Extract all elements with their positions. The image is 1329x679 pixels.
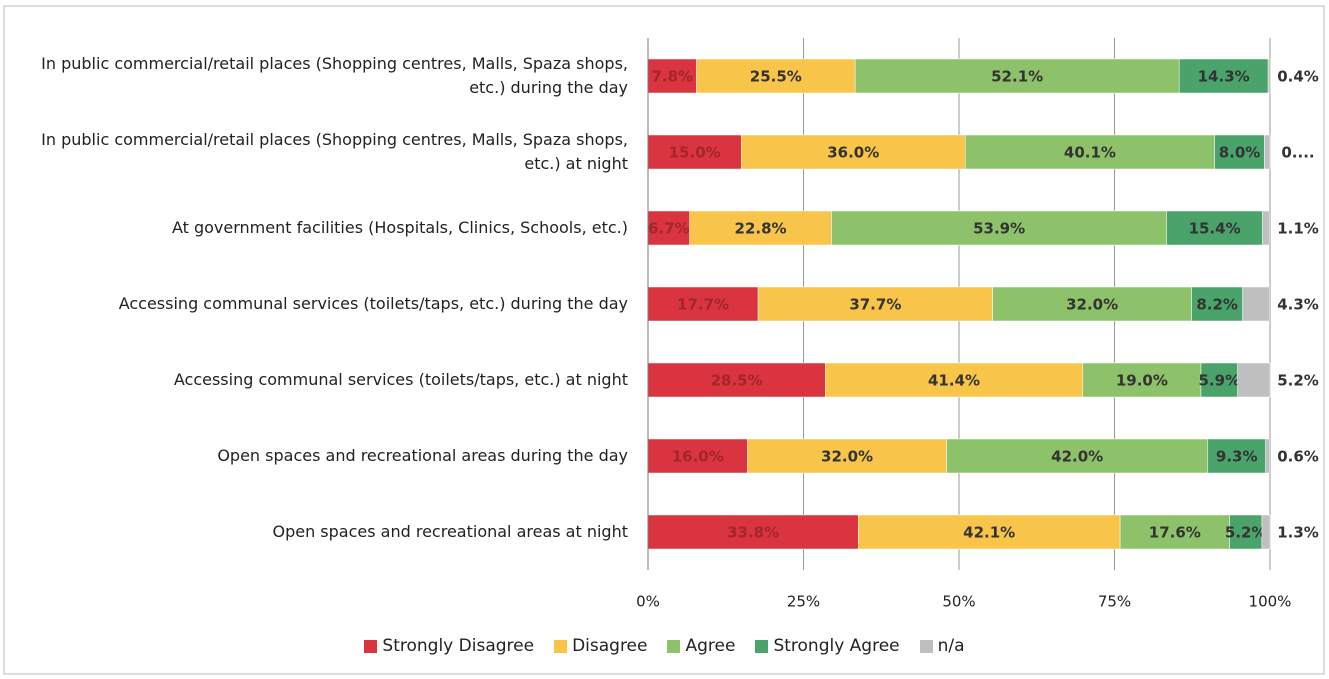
data-label: 8.0%: [1219, 144, 1261, 162]
data-label: 19.0%: [1116, 372, 1168, 390]
legend-label: Strongly Disagree: [382, 636, 535, 656]
data-label: 16.0%: [672, 448, 724, 466]
legend-item: Strongly Agree: [755, 636, 900, 656]
data-label: 9.3%: [1216, 448, 1258, 466]
category-label: Accessing communal services (toilets/tap…: [118, 294, 628, 313]
bar-segment: [946, 438, 1209, 474]
legend-swatch: [919, 639, 933, 653]
bar-segment: [647, 210, 690, 246]
bar-segment: [1178, 58, 1269, 94]
bar-segment: [647, 58, 697, 94]
bar-segment: [1262, 210, 1270, 246]
legend-item: Strongly Disagree: [364, 636, 534, 656]
bar-segment: [696, 58, 856, 94]
category-label: Open spaces and recreational areas at ni…: [272, 522, 628, 541]
bar-segment: [647, 134, 742, 170]
data-label: 7.8%: [651, 68, 693, 86]
bar-segment: [1119, 514, 1230, 550]
bar-segment: [1261, 514, 1271, 550]
data-label: 4.3%: [1277, 296, 1319, 314]
data-label: 41.4%: [928, 372, 980, 390]
legend-label: Agree: [685, 636, 736, 656]
data-label: 17.7%: [677, 296, 729, 314]
bar-segment: [1200, 362, 1238, 398]
data-label: 17.6%: [1149, 524, 1201, 542]
bar-segment: [992, 286, 1192, 322]
data-label: 42.0%: [1051, 448, 1103, 466]
bar-segment: [1237, 362, 1271, 398]
chart-frame: [3, 5, 1325, 675]
bar-segment: [1265, 438, 1270, 474]
data-label: 5.2%: [1225, 524, 1267, 542]
category-label: In public commercial/retail places (Shop…: [41, 54, 628, 97]
category-label: Accessing communal services (toilets/tap…: [173, 370, 628, 389]
bar-segment: [854, 58, 1180, 94]
data-label: 0.4%: [1277, 68, 1319, 86]
legend-label: Disagree: [572, 636, 648, 656]
data-label: 14.3%: [1198, 68, 1250, 86]
category-label: Open spaces and recreational areas durin…: [217, 446, 628, 465]
bar-segment: [1082, 362, 1202, 398]
data-label: 0....: [1281, 144, 1314, 162]
x-tick-label: 100%: [1249, 593, 1292, 611]
legend-label: n/a: [937, 636, 965, 656]
legend-item: Disagree: [554, 636, 647, 656]
data-label: 15.4%: [1189, 220, 1241, 238]
bar-segment: [741, 134, 966, 170]
data-label: 32.0%: [1066, 296, 1118, 314]
legend-item: n/a: [919, 636, 965, 656]
legend-swatch: [755, 639, 769, 653]
x-tick-label: 75%: [1098, 593, 1131, 611]
legend-item: Agree: [667, 636, 735, 656]
data-label: 1.1%: [1277, 220, 1319, 238]
bar-segment: [1207, 438, 1266, 474]
category-label: In public commercial/retail places (Shop…: [41, 130, 628, 173]
bar-segment: [689, 210, 832, 246]
data-label: 5.9%: [1199, 372, 1241, 390]
data-label: 6.7%: [648, 220, 690, 238]
bar-segment: [825, 362, 1084, 398]
bar-segment: [647, 514, 859, 550]
bar-segment: [831, 210, 1167, 246]
legend: Strongly Disagree Disagree Agree Strongly A…: [0, 636, 1329, 656]
bar-segment: [964, 134, 1215, 170]
bar-segment: [757, 286, 993, 322]
data-label: 33.8%: [727, 524, 779, 542]
bar-segment: [857, 514, 1121, 550]
bar-segment: [1242, 286, 1270, 322]
legend-swatch: [554, 639, 568, 653]
category-label: At government facilities (Hospitals, Cli…: [171, 218, 628, 237]
data-label: 52.1%: [991, 68, 1043, 86]
bar-segment: [1267, 58, 1271, 94]
data-label: 32.0%: [821, 448, 873, 466]
x-tick-label: 25%: [787, 593, 820, 611]
x-tick-label: 50%: [942, 593, 975, 611]
data-label: 37.7%: [849, 296, 901, 314]
bar-segment: [1191, 286, 1243, 322]
data-label: 15.0%: [669, 144, 721, 162]
data-label: 28.5%: [711, 372, 763, 390]
legend-swatch: [364, 639, 378, 653]
bar-segment: [1264, 134, 1271, 170]
legend-label: Strongly Agree: [773, 636, 900, 656]
data-label: 0.6%: [1277, 448, 1319, 466]
data-label: 36.0%: [827, 144, 879, 162]
data-label: 40.1%: [1064, 144, 1116, 162]
legend-swatch: [667, 639, 681, 653]
data-label: 25.5%: [750, 68, 802, 86]
data-label: 53.9%: [973, 220, 1025, 238]
data-label: 42.1%: [963, 524, 1015, 542]
x-tick-label: 0%: [636, 593, 660, 611]
data-label: 1.3%: [1277, 524, 1319, 542]
bar-segment: [647, 362, 826, 398]
bar-segment: [1229, 514, 1263, 550]
data-label: 22.8%: [735, 220, 787, 238]
bar-segment: [747, 438, 947, 474]
data-label: 5.2%: [1277, 372, 1319, 390]
data-label: 8.2%: [1196, 296, 1238, 314]
